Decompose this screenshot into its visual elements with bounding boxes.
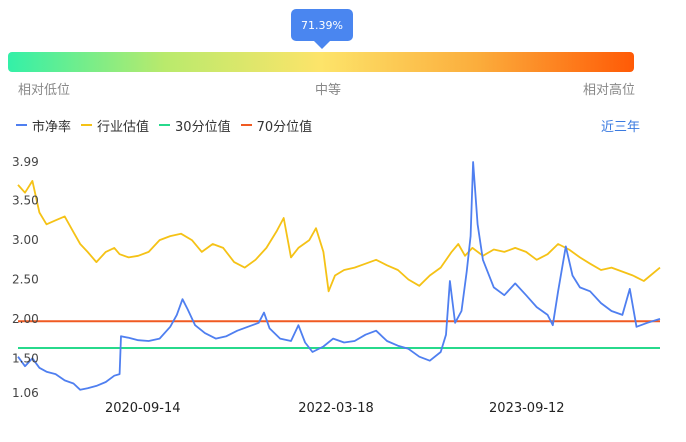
period-selector[interactable]: 近三年 bbox=[600, 120, 640, 135]
percentile-tooltip: 71.39% bbox=[291, 9, 353, 41]
x-tick-label: 2020-09-14 bbox=[105, 401, 181, 416]
y-tick-label: 3.50 bbox=[12, 194, 39, 208]
legend-label: 市净率 bbox=[32, 119, 72, 135]
legend-item[interactable]: 市净率 bbox=[16, 116, 71, 135]
x-tick-label: 2022-03-18 bbox=[298, 401, 374, 416]
y-tick-label: 3.99 bbox=[12, 155, 39, 169]
series-line-industry bbox=[17, 180, 661, 293]
y-tick-label: 3.00 bbox=[12, 233, 39, 247]
legend-swatch bbox=[240, 124, 252, 126]
y-tick-label: 1.06 bbox=[12, 386, 39, 400]
legend-label: 行业估值 bbox=[97, 119, 150, 135]
series-line-pb bbox=[17, 161, 661, 391]
mid-label: 中等 bbox=[315, 83, 342, 98]
legend-swatch bbox=[81, 124, 93, 126]
high-label: 相对高位 bbox=[583, 83, 636, 98]
percentile-gradient-bar bbox=[8, 52, 634, 72]
legend-item[interactable]: 行业估值 bbox=[81, 116, 149, 135]
y-tick-label: 1.50 bbox=[12, 351, 39, 365]
legend-item[interactable]: 30分位值 bbox=[159, 116, 231, 135]
percentile-gauge: 71.39% 相对低位 中等 相对高位 bbox=[0, 0, 686, 110]
low-label: 相对低位 bbox=[18, 83, 71, 98]
chart-legend: 市净率 行业估值 30分位值 70分位值 bbox=[16, 116, 322, 135]
legend-label: 30分位值 bbox=[175, 119, 231, 135]
y-tick-label: 2.50 bbox=[12, 272, 39, 286]
legend-swatch bbox=[16, 124, 27, 126]
tooltip-pointer bbox=[314, 41, 330, 49]
y-tick-label: 2.00 bbox=[12, 312, 39, 326]
x-tick-label: 2023-09-12 bbox=[489, 401, 565, 416]
pb-valuation-chart: 3.99 3.50 3.00 2.50 2.00 1.50 1.06 2020-09-14 20… bbox=[12, 155, 661, 416]
legend-swatch bbox=[159, 124, 171, 126]
legend-item[interactable]: 70分位值 bbox=[240, 116, 313, 135]
legend-label: 70分位值 bbox=[256, 119, 313, 135]
